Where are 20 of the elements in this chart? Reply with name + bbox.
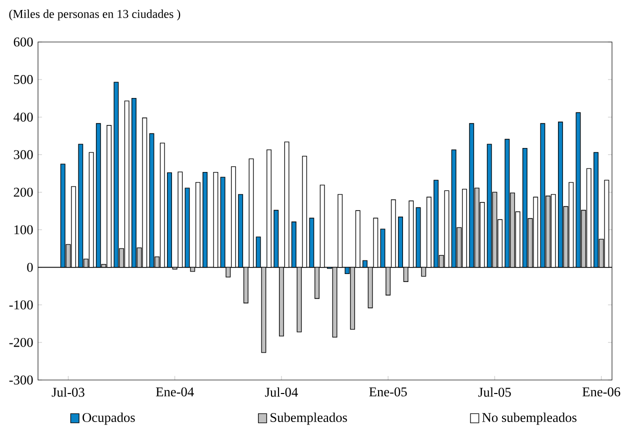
y-tick-label: 400 [14,112,33,122]
y-tick-label: -100 [9,300,33,310]
x-tick-label: Jul-03 [52,387,84,397]
legend-label: Ocupados [82,412,135,425]
legend-label: Subempleados [270,412,347,425]
y-tick-label: 600 [14,38,33,46]
x-tick-label: Jul-05 [478,387,511,397]
x-tick-label: Jul-04 [265,387,298,397]
x-tick-label: Ene-04 [156,387,194,396]
x-tick-label: Ene-06 [582,387,620,396]
x-tick-label: Ene-05 [369,387,407,396]
y-tick-label: 200 [14,188,33,197]
y-tick-label: 100 [14,225,33,234]
y-tick-label: 500 [14,75,33,84]
legend-label: No subempleados [482,412,576,425]
y-tick-label: 300 [14,150,33,160]
y-tick-label: -200 [9,338,33,347]
chart-title: (Miles de personas en 13 ciudades ) [9,10,180,20]
y-tick-label: 0 [27,262,33,272]
y-tick-label: -300 [9,376,33,384]
